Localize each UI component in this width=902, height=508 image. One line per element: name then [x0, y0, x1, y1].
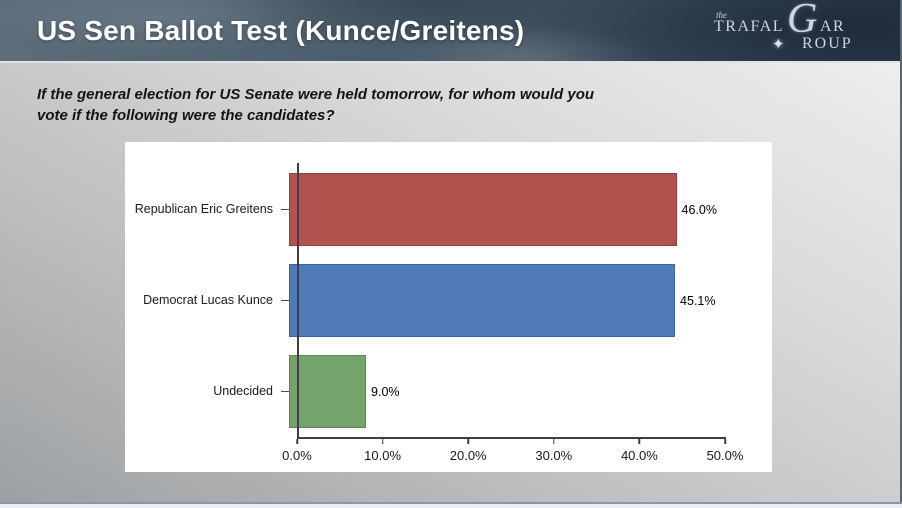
bar-row: Republican Eric Greitens 46.0%: [125, 164, 772, 255]
x-axis-line: [297, 437, 726, 439]
logo-ar-text: AR: [820, 18, 846, 35]
x-axis-ticks: [296, 437, 726, 444]
category-label: Republican Eric Greitens: [134, 202, 273, 217]
bar-row: Democrat Lucas Kunce 45.1%: [125, 255, 772, 346]
logo-g-letter: G: [787, 0, 818, 42]
bar-value-label: 9.0%: [371, 384, 400, 399]
question-text: If the general election for US Senate we…: [37, 84, 637, 126]
bar: [289, 173, 677, 246]
logo-trafal-text: TRAFAL: [714, 18, 785, 35]
category-tick: [281, 299, 289, 302]
x-axis-tick-label: 30.0%: [535, 448, 573, 463]
x-axis-tick-mark: [381, 438, 384, 444]
bar-value-label: 45.1%: [680, 293, 716, 308]
bar-rows: Republican Eric Greitens 46.0% Democrat Lu…: [125, 164, 772, 437]
slide-header: US Sen Ballot Test (Kunce/Greitens) the …: [0, 0, 900, 63]
bar: [289, 264, 676, 337]
bar: [289, 355, 367, 428]
logo-roup-text: ROUP: [802, 35, 853, 52]
x-axis-tick-label: 10.0%: [364, 448, 402, 463]
bar-area: 46.0%: [289, 164, 717, 255]
category-label: Democrat Lucas Kunce: [143, 293, 273, 308]
category-tick: [281, 208, 289, 211]
bar-area: 9.0%: [289, 346, 717, 437]
bar-value-label: 46.0%: [681, 202, 717, 217]
category-tick: [281, 390, 289, 393]
x-axis-tick-mark: [296, 438, 298, 444]
question-line-1: If the general election for US Senate we…: [37, 86, 595, 103]
chart-panel: Republican Eric Greitens 46.0% Democrat Lu…: [125, 142, 772, 472]
trafalgar-group-logo: the TRAFAL G AR ROUP ✦: [710, 0, 870, 60]
bar-row: Undecided 9.0%: [125, 346, 772, 437]
x-axis-tick-mark: [638, 438, 641, 444]
x-axis-tick-mark: [724, 438, 726, 444]
logo-the-text: the: [716, 10, 727, 20]
y-axis-line: [297, 163, 299, 439]
bar-area: 45.1%: [289, 255, 717, 346]
slide-title: US Sen Ballot Test (Kunce/Greitens): [37, 15, 525, 46]
question-line-2: vote if the following were the candidate…: [37, 107, 335, 124]
x-axis-tick-mark: [553, 438, 555, 444]
x-axis-tick-label: 0.0%: [282, 448, 312, 463]
x-axis-tick-label: 40.0%: [620, 448, 658, 463]
bottom-strip: [0, 502, 902, 508]
x-axis-labels: 0.0% 10.0% 20.0% 30.0% 40.0% 50.0%: [282, 437, 743, 463]
x-axis-tick-label: 20.0%: [449, 448, 487, 463]
compass-rose-icon: ✦: [772, 37, 785, 53]
category-label: Undecided: [213, 384, 273, 399]
x-axis-tick-mark: [467, 438, 469, 444]
x-axis-tick-label: 50.0%: [706, 448, 744, 463]
